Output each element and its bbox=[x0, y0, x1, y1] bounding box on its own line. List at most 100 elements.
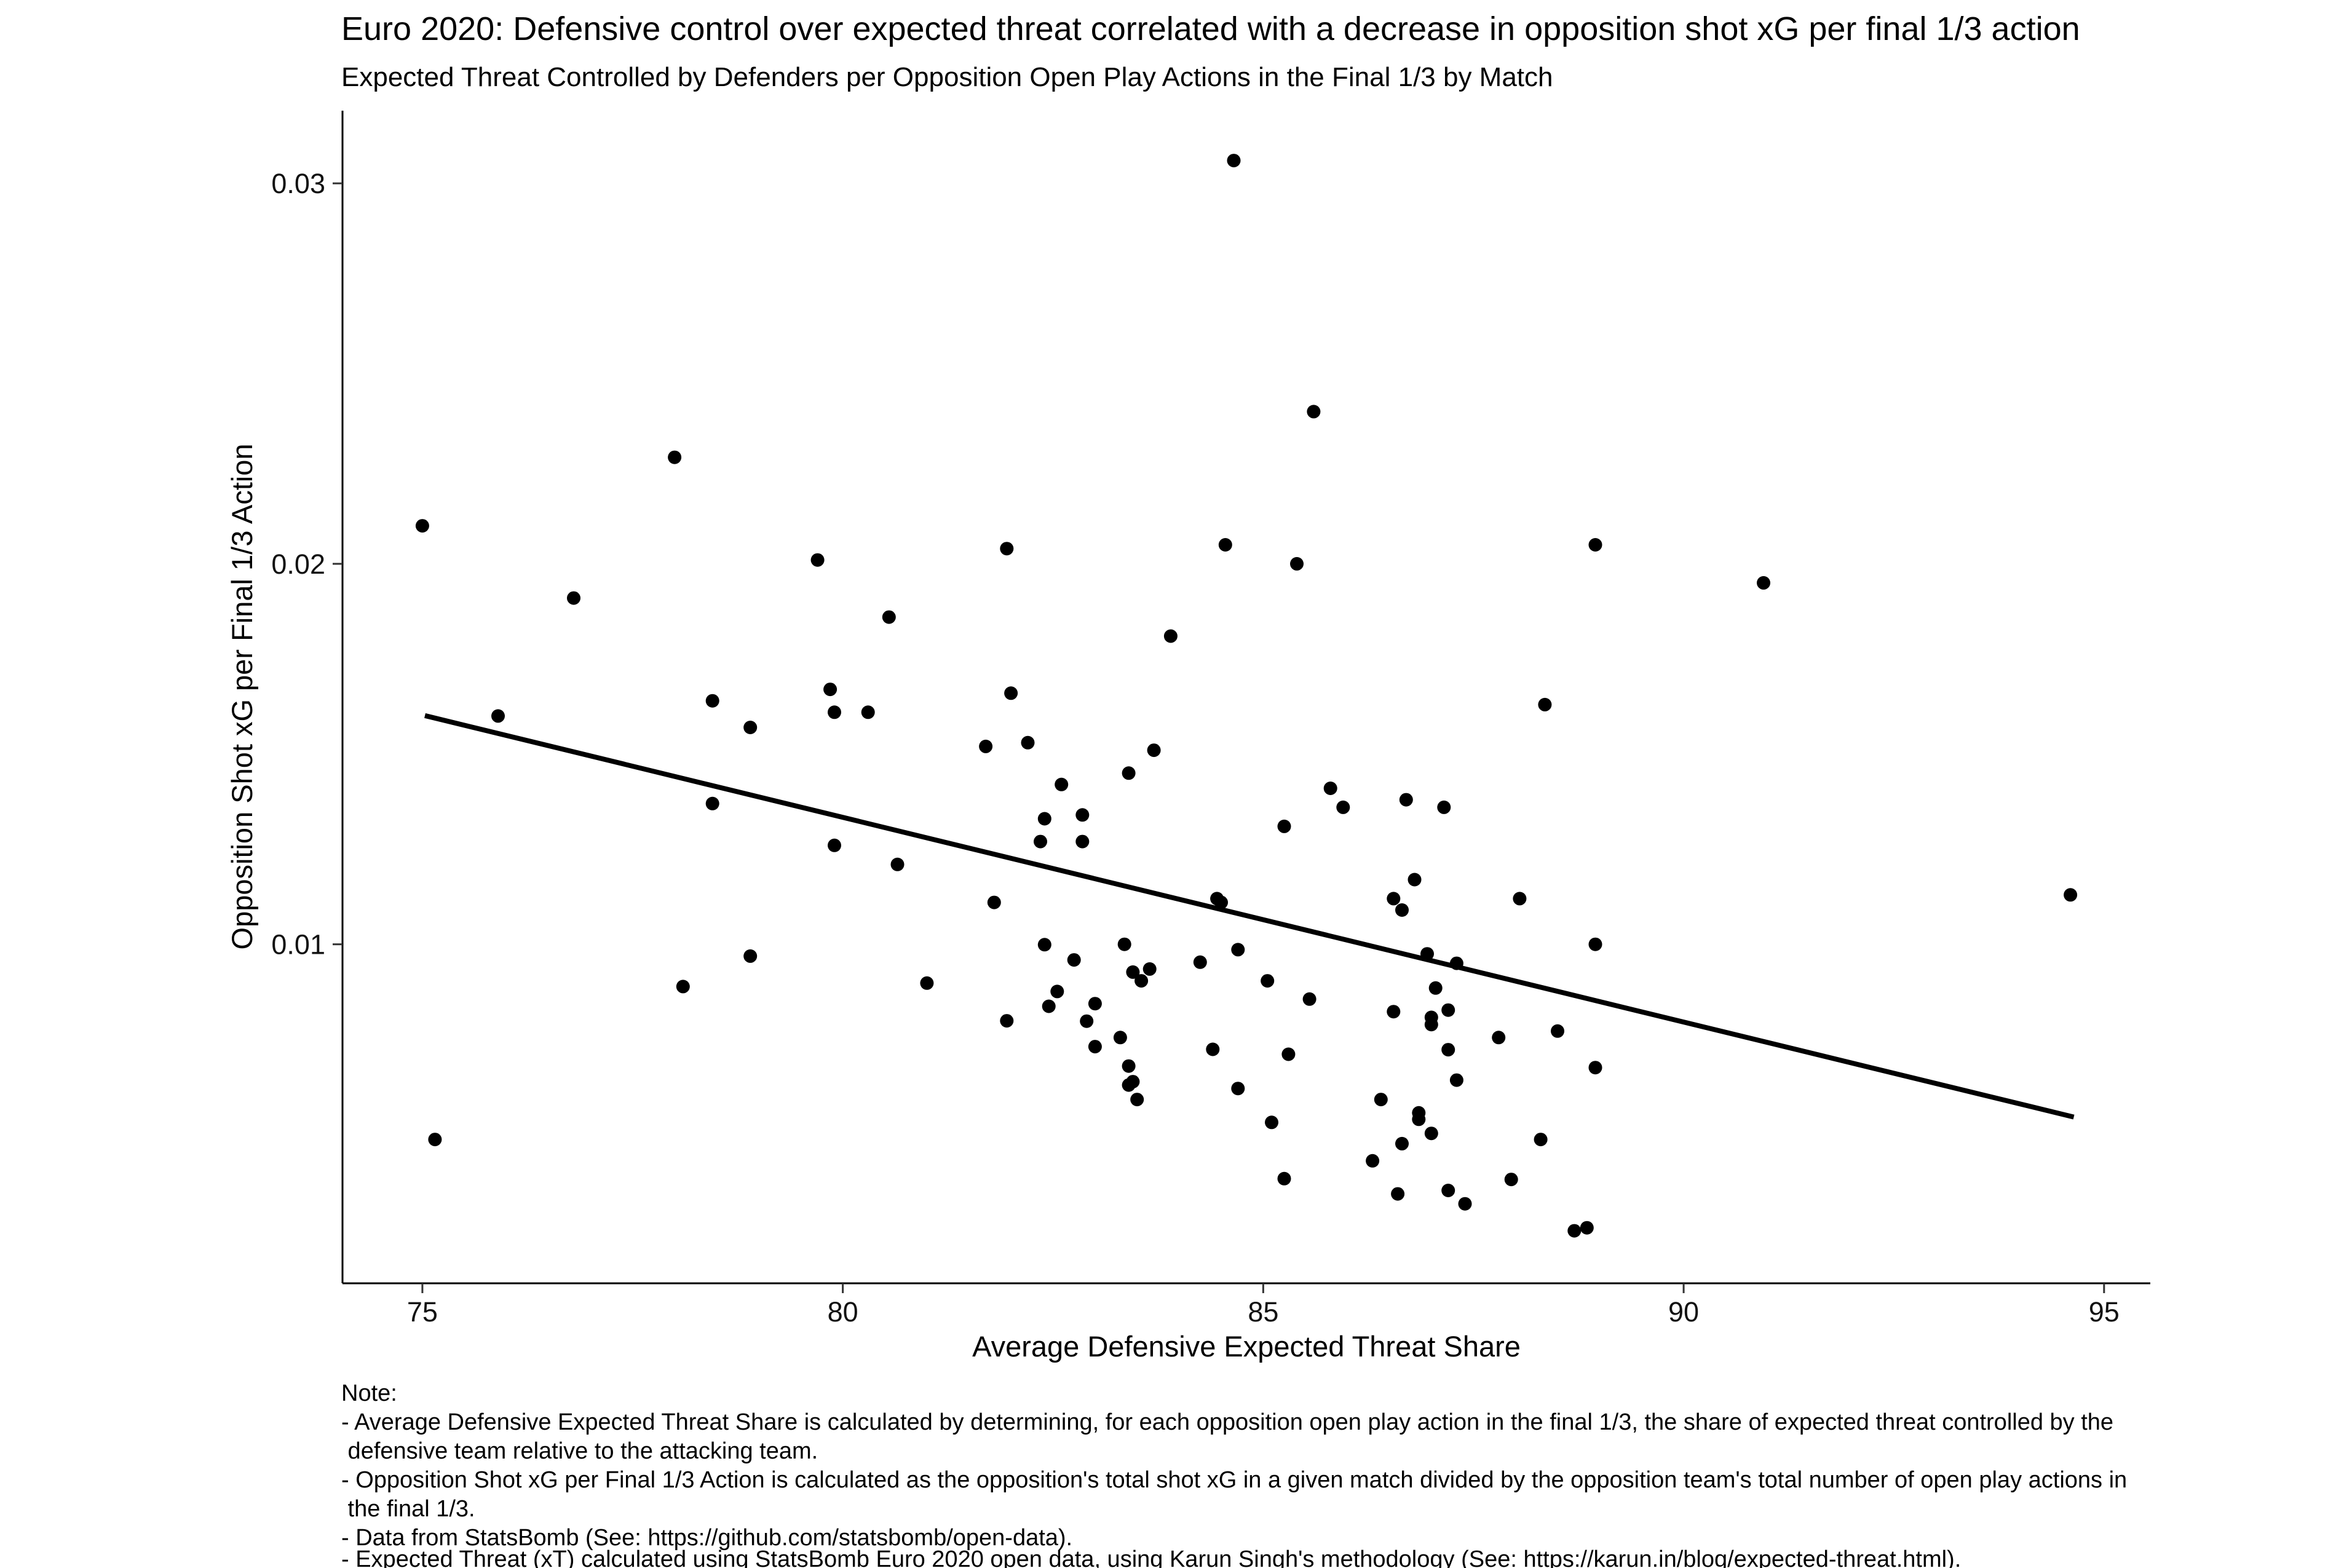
data-point bbox=[1366, 1154, 1380, 1168]
data-point bbox=[1437, 800, 1451, 814]
data-point bbox=[1214, 895, 1228, 909]
data-point bbox=[1534, 1133, 1548, 1147]
axes: 75 80 85 90 95 0.01 0.02 0.03 bbox=[271, 111, 2150, 1328]
data-points bbox=[415, 154, 2078, 1238]
data-point bbox=[1042, 999, 1056, 1013]
x-axis-ticks: 75 80 85 90 95 bbox=[407, 1283, 2120, 1328]
data-point bbox=[743, 949, 758, 963]
data-point bbox=[920, 976, 934, 990]
data-point bbox=[1265, 1115, 1278, 1130]
data-point bbox=[1408, 873, 1422, 887]
data-point bbox=[1134, 974, 1149, 988]
data-point bbox=[1231, 943, 1245, 957]
note-line: - Data from StatsBomb (See: https://gith… bbox=[341, 1525, 1072, 1551]
data-point bbox=[1080, 1014, 1094, 1028]
data-point bbox=[890, 857, 905, 871]
trend-line bbox=[424, 713, 2075, 1120]
data-point bbox=[1336, 800, 1350, 814]
data-point bbox=[1281, 1047, 1296, 1061]
data-point bbox=[1021, 735, 1035, 750]
data-point bbox=[1122, 766, 1136, 780]
x-tick-label: 80 bbox=[828, 1296, 858, 1328]
data-point bbox=[823, 683, 837, 697]
y-tick-label: 0.02 bbox=[271, 548, 325, 580]
data-point bbox=[1227, 154, 1241, 168]
data-point bbox=[1000, 1014, 1014, 1028]
data-point bbox=[1113, 1031, 1127, 1045]
data-point bbox=[979, 739, 993, 753]
data-point bbox=[1290, 556, 1304, 571]
data-point bbox=[1088, 1040, 1102, 1054]
data-point bbox=[1412, 1112, 1426, 1127]
data-point bbox=[1387, 1005, 1401, 1019]
data-point bbox=[1441, 1184, 1455, 1197]
note-line: - Expected Threat (xT) calculated using … bbox=[341, 1546, 1961, 1568]
data-point bbox=[1588, 1061, 1602, 1075]
y-tick-label: 0.03 bbox=[271, 168, 325, 199]
data-point bbox=[1757, 576, 1770, 590]
data-point bbox=[1193, 955, 1207, 969]
data-point bbox=[1449, 1073, 1463, 1087]
data-point bbox=[1126, 965, 1140, 979]
plot-area bbox=[415, 154, 2078, 1238]
data-point bbox=[567, 591, 580, 605]
note-heading: Note: bbox=[341, 1380, 397, 1406]
x-axis-title: Average Defensive Expected Threat Share bbox=[972, 1330, 1521, 1363]
note-line: - Average Defensive Expected Threat Shar… bbox=[341, 1409, 2113, 1435]
data-point bbox=[1513, 892, 1527, 906]
y-tick-label: 0.01 bbox=[271, 929, 325, 960]
data-point bbox=[1122, 1059, 1136, 1073]
data-point bbox=[1588, 538, 1602, 552]
data-point bbox=[1126, 1075, 1140, 1089]
data-point bbox=[1117, 937, 1131, 951]
data-point bbox=[428, 1133, 442, 1147]
data-point bbox=[1428, 981, 1443, 995]
note-line: the final 1/3. bbox=[341, 1496, 475, 1522]
data-point bbox=[1004, 686, 1018, 700]
data-point bbox=[1391, 1187, 1405, 1201]
data-point bbox=[1395, 903, 1409, 917]
data-point bbox=[1441, 1043, 1455, 1057]
data-point bbox=[1034, 834, 1047, 849]
data-point bbox=[1277, 1171, 1291, 1186]
data-point bbox=[828, 705, 841, 719]
data-point bbox=[2064, 888, 2078, 902]
data-point bbox=[1395, 1136, 1409, 1150]
data-point bbox=[1206, 1042, 1220, 1056]
data-point bbox=[1399, 793, 1413, 807]
data-point bbox=[1218, 538, 1232, 552]
data-point bbox=[1567, 1224, 1582, 1238]
data-point bbox=[1163, 629, 1178, 643]
data-point bbox=[743, 721, 758, 734]
data-point bbox=[1588, 937, 1602, 951]
note-line: - Opposition Shot xG per Final 1/3 Actio… bbox=[341, 1467, 2127, 1493]
data-point bbox=[1147, 743, 1161, 758]
data-point bbox=[1458, 1197, 1472, 1211]
data-point bbox=[1277, 819, 1291, 833]
chart-subtitle: Expected Threat Controlled by Defenders … bbox=[341, 62, 1553, 92]
data-point bbox=[676, 980, 690, 994]
data-point bbox=[1037, 938, 1051, 952]
x-tick-label: 85 bbox=[1248, 1296, 1278, 1328]
data-point bbox=[1000, 542, 1014, 556]
data-point bbox=[668, 450, 682, 464]
data-point bbox=[705, 694, 719, 708]
x-tick-label: 95 bbox=[2089, 1296, 2120, 1328]
note-line: defensive team relative to the attacking… bbox=[341, 1438, 818, 1464]
data-point bbox=[1551, 1024, 1564, 1038]
data-point bbox=[987, 895, 1001, 909]
data-point bbox=[1323, 782, 1337, 795]
data-point bbox=[1302, 992, 1317, 1006]
y-axis-ticks: 0.01 0.02 0.03 bbox=[271, 168, 343, 960]
data-point bbox=[1067, 953, 1081, 967]
y-axis-title: Opposition Shot xG per Final 1/3 Action bbox=[226, 444, 258, 950]
data-point bbox=[1424, 1018, 1438, 1032]
data-point bbox=[1538, 697, 1552, 711]
chart-title: Euro 2020: Defensive control over expect… bbox=[341, 10, 2080, 47]
data-point bbox=[861, 705, 875, 719]
data-point bbox=[810, 553, 825, 567]
data-point bbox=[1055, 777, 1069, 791]
data-point bbox=[1387, 892, 1401, 906]
data-point bbox=[1075, 834, 1090, 849]
